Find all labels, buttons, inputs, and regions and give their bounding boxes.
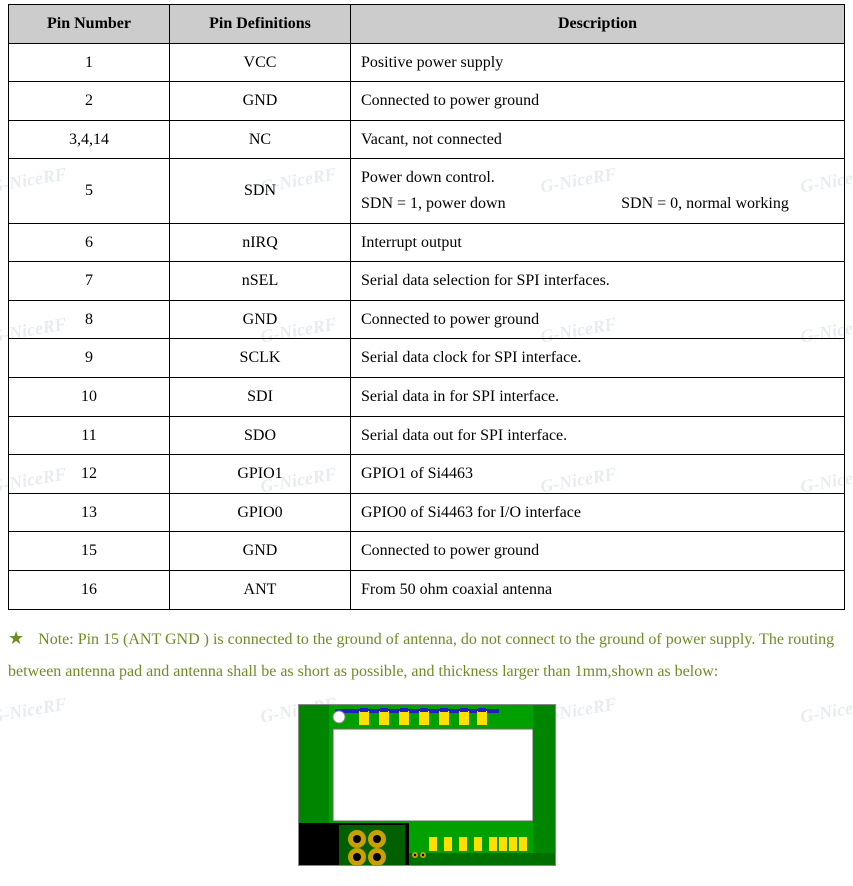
table-row: 3,4,14 NC Vacant, not connected <box>9 120 845 159</box>
cell-pin-def: SDI <box>170 377 351 416</box>
cell-pin-def: GPIO0 <box>170 493 351 532</box>
cell-pin-def: nIRQ <box>170 223 351 262</box>
antenna-note: ★Note: Pin 15 (ANT GND ) is connected to… <box>8 620 845 688</box>
cell-pin-num: 10 <box>9 377 170 416</box>
cell-desc: Positive power supply <box>351 43 845 82</box>
cell-pin-def: GPIO1 <box>170 455 351 494</box>
col-header-pin-number: Pin Number <box>9 5 170 44</box>
table-row: 9 SCLK Serial data clock for SPI interfa… <box>9 339 845 378</box>
cell-pin-num: 16 <box>9 570 170 609</box>
cell-pin-num: 12 <box>9 455 170 494</box>
cell-desc: GPIO1 of Si4463 <box>351 455 845 494</box>
cell-pin-def: NC <box>170 120 351 159</box>
sdn-line1: Power down control. <box>361 165 834 191</box>
table-row: 11 SDO Serial data out for SPI interface… <box>9 416 845 455</box>
cell-pin-num: 8 <box>9 300 170 339</box>
table-row: 10 SDI Serial data in for SPI interface. <box>9 377 845 416</box>
cell-pin-num: 13 <box>9 493 170 532</box>
cell-desc: GPIO0 of Si4463 for I/O interface <box>351 493 845 532</box>
sdn-normal-working: SDN = 0, normal working <box>621 191 834 217</box>
cell-pin-def: ANT <box>170 570 351 609</box>
cell-pin-num: 15 <box>9 532 170 571</box>
cell-desc: Serial data in for SPI interface. <box>351 377 845 416</box>
table-row: 1 VCC Positive power supply <box>9 43 845 82</box>
cell-pin-def: SDO <box>170 416 351 455</box>
col-header-desc: Description <box>351 5 845 44</box>
table-row: 15 GND Connected to power ground <box>9 532 845 571</box>
cell-desc: Connected to power ground <box>351 82 845 121</box>
note-text: Note: Pin 15 (ANT GND ) is connected to … <box>8 631 834 680</box>
cell-pin-num: 9 <box>9 339 170 378</box>
cell-desc: Vacant, not connected <box>351 120 845 159</box>
sdn-power-down: SDN = 1, power down <box>361 191 621 217</box>
cell-pin-num: 5 <box>9 159 170 223</box>
cell-pin-def: SDN <box>170 159 351 223</box>
cell-desc: Interrupt output <box>351 223 845 262</box>
pcb-layout-diagram <box>298 704 556 866</box>
cell-pin-num: 6 <box>9 223 170 262</box>
cell-desc: Serial data clock for SPI interface. <box>351 339 845 378</box>
cell-desc: Connected to power ground <box>351 300 845 339</box>
cell-pin-def: nSEL <box>170 262 351 301</box>
col-header-pin-def: Pin Definitions <box>170 5 351 44</box>
table-row: 13 GPIO0 GPIO0 of Si4463 for I/O interfa… <box>9 493 845 532</box>
cell-pin-def: GND <box>170 300 351 339</box>
cell-pin-num: 3,4,14 <box>9 120 170 159</box>
cell-pin-num: 2 <box>9 82 170 121</box>
cell-desc: Serial data out for SPI interface. <box>351 416 845 455</box>
cell-pin-def: VCC <box>170 43 351 82</box>
cell-desc: Serial data selection for SPI interfaces… <box>351 262 845 301</box>
cell-desc: Connected to power ground <box>351 532 845 571</box>
pin-definitions-table: Pin Number Pin Definitions Description 1… <box>8 4 845 610</box>
table-row: 7 nSEL Serial data selection for SPI int… <box>9 262 845 301</box>
table-row: 12 GPIO1 GPIO1 of Si4463 <box>9 455 845 494</box>
cell-pin-num: 7 <box>9 262 170 301</box>
cell-pin-def: GND <box>170 82 351 121</box>
table-row: 8 GND Connected to power ground <box>9 300 845 339</box>
table-row: 2 GND Connected to power ground <box>9 82 845 121</box>
cell-desc: Power down control. SDN = 1, power down … <box>351 159 845 223</box>
cell-pin-def: SCLK <box>170 339 351 378</box>
cell-pin-num: 11 <box>9 416 170 455</box>
cell-pin-def: GND <box>170 532 351 571</box>
cell-desc: From 50 ohm coaxial antenna <box>351 570 845 609</box>
table-row: 6 nIRQ Interrupt output <box>9 223 845 262</box>
table-row: 5 SDN Power down control. SDN = 1, power… <box>9 159 845 223</box>
cell-pin-num: 1 <box>9 43 170 82</box>
table-row: 16 ANT From 50 ohm coaxial antenna <box>9 570 845 609</box>
star-icon: ★ <box>8 628 24 648</box>
